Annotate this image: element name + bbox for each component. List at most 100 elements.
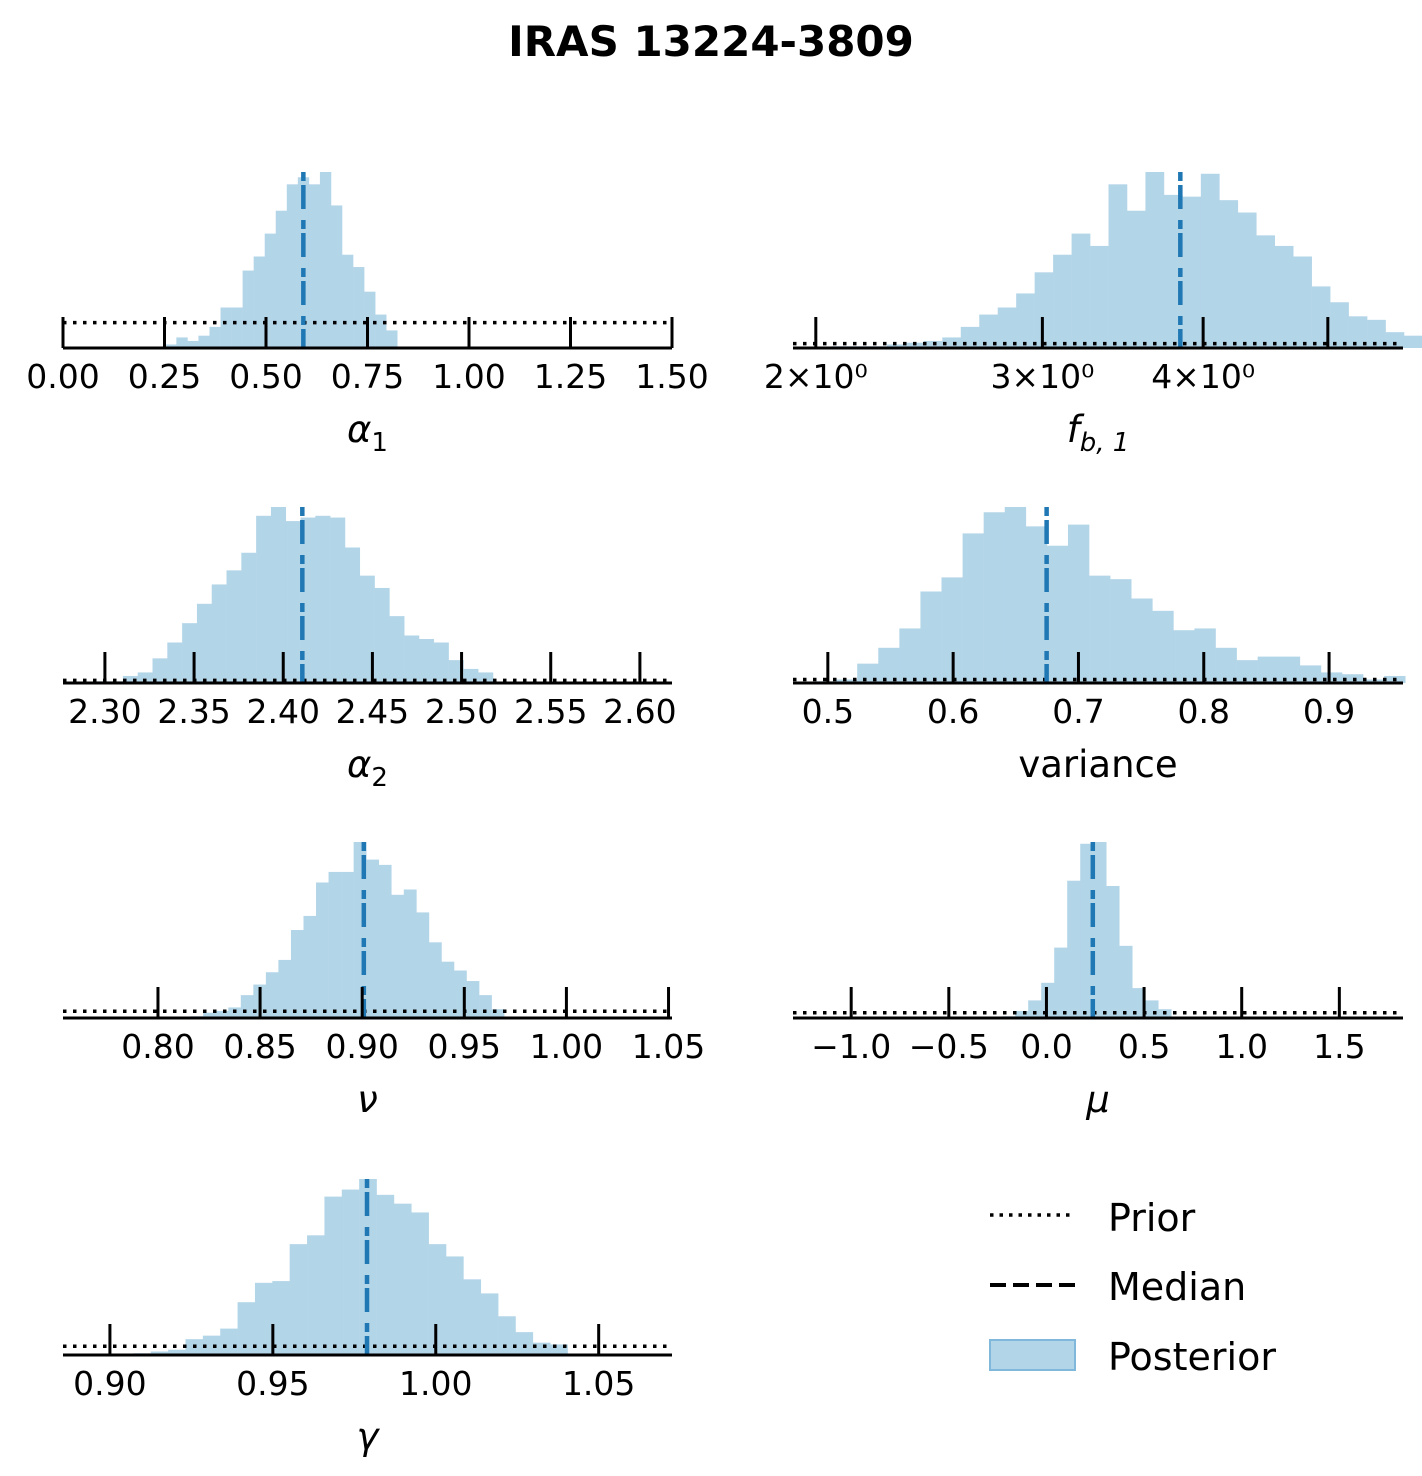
posterior-bar [220, 307, 232, 348]
posterior-bar [289, 1244, 308, 1355]
x-tick-label: 1.00 [530, 1027, 603, 1066]
posterior-bar [237, 1302, 256, 1355]
x-tick-label: 2×10⁰ [764, 357, 868, 396]
posterior-bar [979, 314, 999, 348]
x-tick-label: 2.45 [336, 692, 409, 731]
x-tick-label: −0.5 [909, 1027, 989, 1066]
posterior-bar [1067, 524, 1090, 683]
x-axis-label-main: α [347, 408, 371, 451]
panel-gamma: 0.90 0.95 1.00 1.05 γ [63, 1179, 672, 1458]
posterior-bar [270, 507, 287, 683]
x-tick-label: 1.5 [1313, 1027, 1365, 1066]
figure-title: IRAS 13224-3809 [508, 17, 914, 66]
posterior-bar [441, 961, 455, 1018]
x-tick-label: 3×10⁰ [990, 357, 1094, 396]
posterior-bar [479, 995, 492, 1018]
x-axis-label: γ [357, 1415, 381, 1458]
x-tick-label: 0.5 [1118, 1027, 1170, 1066]
posterior-bar [1173, 630, 1195, 683]
posterior-bar [1067, 880, 1081, 1018]
posterior-bar [433, 642, 449, 683]
posterior-bar [480, 1293, 499, 1355]
x-tick-label: 2.50 [425, 692, 498, 731]
posterior-bar [1108, 184, 1128, 348]
x-tick-label: 0.5 [802, 692, 854, 731]
x-axis-label: α1 [347, 408, 388, 458]
posterior-bar [391, 894, 405, 1018]
posterior-bar [256, 515, 272, 683]
panel-variance: 0.5 0.6 0.7 0.8 0.9 variance [793, 507, 1406, 786]
panel-alpha2: 2.30 2.35 2.40 2.45 2.50 2.55 2.60 α2 [63, 507, 677, 793]
posterior-bar [1089, 575, 1111, 683]
posterior-bar [344, 547, 361, 683]
posterior-bar [550, 1344, 568, 1355]
posterior-bar [463, 1279, 482, 1355]
posterior-bar [196, 603, 213, 683]
x-tick-label: 1.05 [632, 1027, 705, 1066]
posterior-bar [1182, 196, 1202, 348]
posterior-bar [353, 267, 365, 348]
posterior-bar [272, 1281, 290, 1355]
x-tick-label: 4×10⁰ [1151, 357, 1255, 396]
posterior-bar [899, 628, 921, 683]
x-tick-label: 1.00 [399, 1364, 472, 1403]
posterior-bar [240, 995, 254, 1018]
posterior-bar [241, 552, 257, 683]
posterior-bar [1132, 988, 1146, 1018]
x-tick-label: −1.0 [811, 1027, 891, 1066]
posterior-bar [1256, 235, 1276, 348]
x-axis-label-main: α [347, 743, 371, 786]
posterior-bar [1080, 843, 1094, 1018]
posterior-bar [1257, 656, 1280, 683]
posterior-bar [209, 326, 221, 348]
posterior-bar [1126, 210, 1146, 348]
posterior-bar [1025, 526, 1048, 683]
posterior-bar [122, 675, 139, 683]
posterior-bar [1219, 200, 1239, 348]
posterior-bar [942, 337, 962, 348]
x-axis-label-main: ν [357, 1078, 378, 1121]
x-tick-label: 1.0 [1215, 1027, 1267, 1066]
x-tick-label: 0.80 [121, 1027, 194, 1066]
posterior-bar [366, 859, 380, 1018]
posterior-bar [378, 864, 392, 1018]
posterior-bar [1131, 598, 1153, 683]
posterior-bar [319, 172, 332, 348]
posterior-bar [341, 1189, 360, 1355]
posterior-bar [342, 254, 354, 348]
posterior-bar [150, 1351, 169, 1355]
x-tick-label: 0.75 [331, 357, 404, 396]
x-tick-label: 2.30 [68, 692, 141, 731]
posterior-bar [297, 177, 310, 348]
posterior-bar [285, 521, 301, 683]
x-tick-label: 1.00 [432, 357, 505, 396]
x-tick-label: 0.00 [26, 357, 99, 396]
posterior-bar [220, 1328, 238, 1355]
posterior-bar [1145, 1000, 1159, 1018]
x-axis-label: α2 [347, 743, 388, 793]
posterior-bar [1090, 245, 1109, 348]
posterior-bar [983, 512, 1006, 683]
x-tick-label: 0.7 [1052, 692, 1104, 731]
posterior-bar [307, 1235, 325, 1355]
posterior-bar [416, 912, 430, 1018]
posterior-bar [997, 307, 1017, 348]
posterior-bar [466, 981, 480, 1018]
posterior-bar [448, 660, 464, 683]
legend-label-prior: Prior [1108, 1196, 1196, 1240]
legend: Prior Median Posterior [989, 1196, 1276, 1379]
posterior-bar [376, 1194, 395, 1355]
x-tick-label: 2.35 [157, 692, 230, 731]
x-tick-label: 1.50 [635, 357, 708, 396]
posterior-bar [374, 587, 390, 683]
x-axis-label-main: γ [357, 1415, 381, 1458]
posterior-bar [375, 314, 387, 348]
posterior-bar [491, 1009, 505, 1018]
legend-label-median: Median [1108, 1265, 1246, 1309]
posterior-bar [1110, 579, 1132, 683]
posterior-bar [1200, 173, 1220, 348]
posterior-bar [1274, 245, 1294, 348]
x-tick-label: 0.9 [1303, 692, 1355, 731]
